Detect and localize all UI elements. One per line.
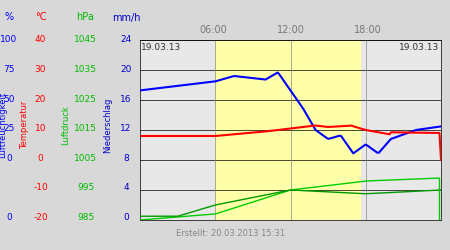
Text: 25: 25 <box>3 124 15 133</box>
Text: Luftfeuchtigkeit: Luftfeuchtigkeit <box>0 92 7 158</box>
Text: -10: -10 <box>33 184 48 192</box>
Text: 50: 50 <box>3 95 15 104</box>
Text: 06:00: 06:00 <box>199 25 227 35</box>
Text: °C: °C <box>35 12 46 22</box>
Text: 1005: 1005 <box>74 154 97 163</box>
Text: 12: 12 <box>120 124 132 133</box>
Text: 12:00: 12:00 <box>277 25 305 35</box>
Text: 40: 40 <box>35 36 46 44</box>
Text: 16: 16 <box>120 95 132 104</box>
Text: Erstellt: 20.03.2013 15:31: Erstellt: 20.03.2013 15:31 <box>176 228 285 237</box>
Text: 19.03.13: 19.03.13 <box>399 42 439 51</box>
Text: Temperatur: Temperatur <box>20 101 29 149</box>
Text: 0: 0 <box>6 154 12 163</box>
Text: 24: 24 <box>121 36 131 44</box>
Text: mm/h: mm/h <box>112 12 140 22</box>
Text: 1025: 1025 <box>74 95 97 104</box>
Text: 20: 20 <box>120 65 132 74</box>
Text: 8: 8 <box>123 154 129 163</box>
Bar <box>291 40 360 220</box>
Text: 1015: 1015 <box>74 124 97 133</box>
Text: 20: 20 <box>35 95 46 104</box>
Bar <box>215 40 291 220</box>
Text: 0: 0 <box>6 213 12 222</box>
Text: 19.03.13: 19.03.13 <box>141 42 181 51</box>
Text: 75: 75 <box>3 65 15 74</box>
Text: 995: 995 <box>77 184 94 192</box>
Text: 30: 30 <box>35 65 46 74</box>
Text: -20: -20 <box>33 213 48 222</box>
Text: %: % <box>4 12 13 22</box>
Text: 0: 0 <box>123 213 129 222</box>
Text: Niederschlag: Niederschlag <box>104 97 112 153</box>
Text: hPa: hPa <box>76 12 94 22</box>
Text: Luftdruck: Luftdruck <box>61 105 70 145</box>
Text: 18:00: 18:00 <box>354 25 382 35</box>
Text: 0: 0 <box>38 154 43 163</box>
Text: 985: 985 <box>77 213 94 222</box>
Text: 4: 4 <box>123 184 129 192</box>
Text: 1035: 1035 <box>74 65 97 74</box>
Text: 100: 100 <box>0 36 18 44</box>
Text: 1045: 1045 <box>74 36 97 44</box>
Text: 10: 10 <box>35 124 46 133</box>
